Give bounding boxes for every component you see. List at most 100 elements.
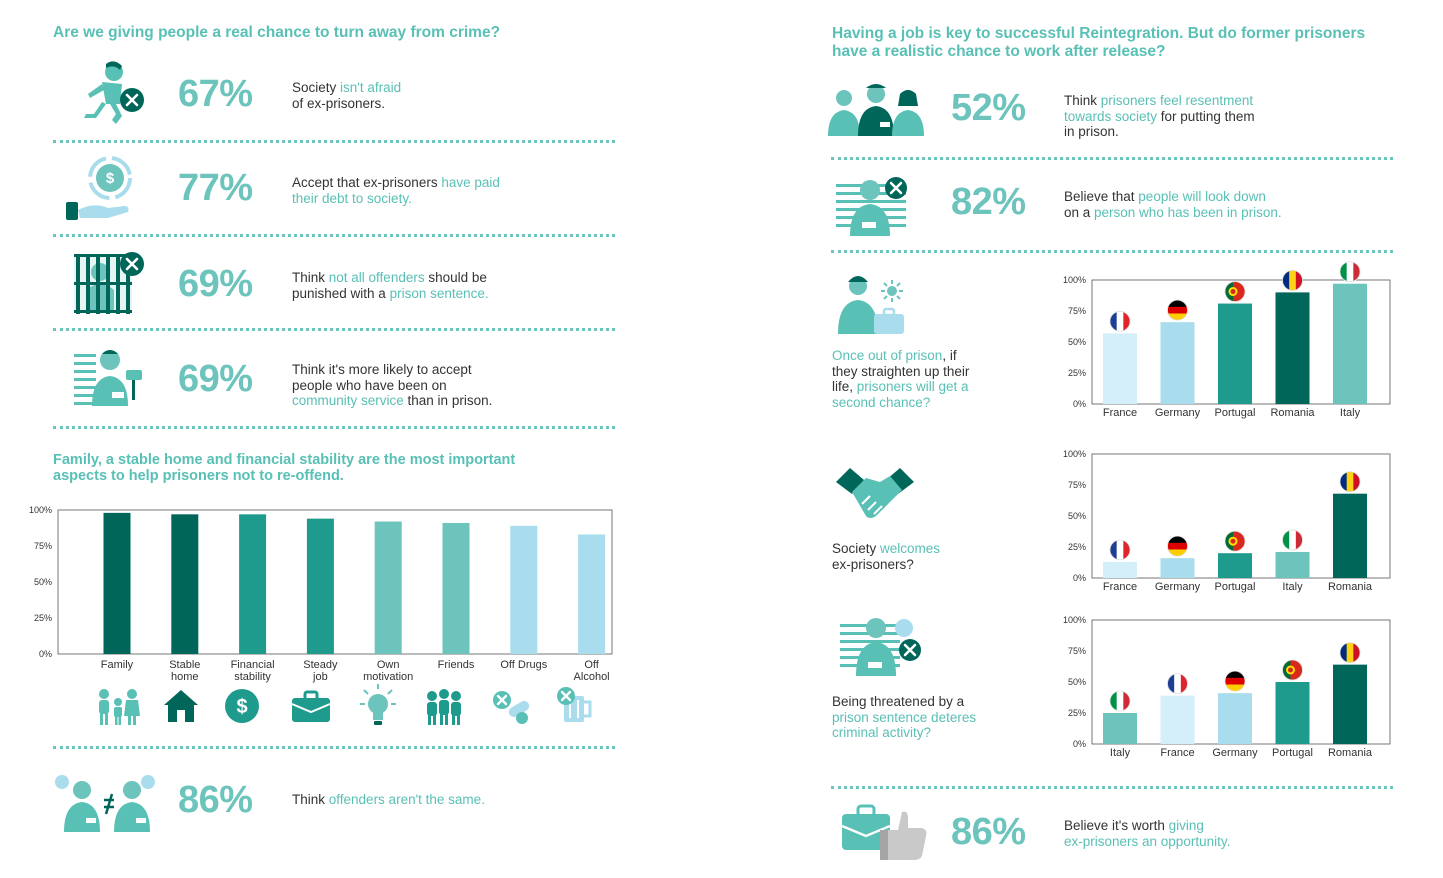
bar [1218,693,1252,744]
right-heading: Having a job is key to successful Reinte… [832,25,1366,60]
flag-germany-icon [1167,536,1188,557]
stat-text: Society isn't afraid of ex-prisoners. [292,80,592,111]
question-text: Once out of prison, if they straighten up… [832,348,1022,410]
deterrence-chart-svg: 0% 25% 50% 75% 100% Italy France Germany Portuga… [1063,615,1391,759]
y-tick-label: 100% [1063,615,1086,625]
bar [1160,558,1195,578]
category-label: Germany [1155,407,1201,419]
highlight-text: giving [1168,818,1204,833]
stat-text: Think offenders aren't the same. [292,792,592,808]
factors-heading: Family, a stable home and financial stab… [53,452,516,484]
factors-chart: 0% 25% 50% 75% 100% Family Stable home Financial… [29,498,620,688]
pills-crossed-icon [492,690,532,724]
stat-text: Think it's more likely to accept people w… [292,362,612,409]
lightbulb-icon [358,684,398,726]
category-label: Own motivation [363,659,413,683]
y-tick-label: 100% [1063,275,1086,285]
category-label: Romania [1270,407,1315,419]
highlight-text: prison sentence deteres [832,709,977,725]
bar [1218,303,1252,404]
stat-text: Accept that ex-prisoners have paid their … [292,175,592,206]
category-label: Family [101,659,134,671]
category-label: Portugal [1272,747,1313,759]
category-label: France [1103,407,1137,419]
highlight-text: have paid [441,175,500,190]
bar [103,512,131,654]
flag-italy-icon [1340,261,1360,282]
house-icon [164,690,198,722]
highlight-text: prisoners will get a [856,379,969,394]
plain-text: Think [1064,93,1101,108]
y-tick-label: 0% [1073,573,1086,583]
svg-text:$: $ [106,170,115,187]
category-label: Stable home [169,659,200,683]
plain-text: Accept that ex-prisoners [292,175,442,190]
category-label: Germany [1155,581,1201,593]
category-label: Off Drugs [500,659,547,671]
category-label: France [1103,581,1137,593]
plain-text: Being threatened by a [832,694,965,709]
highlight-text: Once out of prison [832,348,943,363]
briefcase-thumbs-up-icon [841,804,928,860]
flag-france-icon [1110,539,1130,560]
prisoner-threat-icon [840,614,926,678]
question-text: Being threatened by a prison sentence det… [832,694,1022,741]
factor-icons-row: $ [84,684,624,728]
plain-text: life, [832,379,857,394]
worker-briefcase-icon [836,270,910,334]
beer-crossed-icon [556,686,596,724]
stat-percent: 69% [178,263,253,305]
highlight-text: prison sentence. [389,285,489,301]
dotted-divider [53,328,615,331]
bar [1103,333,1137,404]
plain-text: ex-prisoners? [832,556,914,572]
highlight-text: people will look down [1138,189,1266,204]
question-text: Society welcomes ex-prisoners? [832,541,1022,572]
plain-text: Think [292,792,329,807]
flag-romania-icon [1340,471,1360,492]
y-tick-label: 0% [39,649,52,659]
category-label: Italy [1282,581,1303,593]
dollar-icon: $ [224,688,260,724]
stat-percent: 69% [178,358,253,400]
svg-text:$: $ [236,696,247,718]
plain-text: Society [832,541,881,556]
y-tick-label: 100% [29,505,52,515]
bar [306,518,334,654]
bar [239,514,267,654]
highlight-text: welcomes [880,541,941,556]
y-tick-label: 25% [1068,542,1086,552]
bar [578,534,606,654]
welcomes-chart-svg: 0% 25% 50% 75% 100% France Germany Portugal Ital… [1063,449,1391,593]
bar [1333,283,1367,404]
highlight-text: ex-prisoners an opportunity. [1064,833,1231,849]
category-label: Italy [1110,747,1131,759]
category-label: Friends [438,659,475,671]
y-tick-label: 75% [1068,646,1086,656]
plain-text: than in prison. [403,393,493,408]
prisoner-crossed-icon [836,176,912,236]
category-label: Italy [1340,407,1361,419]
dotted-divider [53,746,615,749]
plain-text: in prison. [1064,124,1119,139]
flag-portugal-icon [1225,281,1245,302]
y-tick-label: 25% [34,613,52,623]
y-tick-label: 50% [34,577,52,587]
bar [1275,682,1310,744]
category-label: Romania [1328,747,1373,759]
flag-portugal-icon [1282,660,1303,680]
flag-france-icon [1167,673,1188,694]
y-tick-label: 75% [1068,480,1086,490]
highlight-text: prisoners feel resentment [1100,93,1254,108]
stat-text: Think not all offenders should be punishe… [292,270,592,301]
bar [1103,561,1137,578]
plain-text: Believe that [1064,189,1139,204]
y-tick-label: 50% [1068,337,1086,347]
flag-portugal-icon [1225,531,1245,552]
plain-text: on a [1064,204,1095,220]
stat-percent: 52% [951,87,1026,129]
dotted-divider [53,234,615,237]
stat-percent: 86% [178,779,253,821]
flag-italy-icon [1282,529,1303,550]
category-label: Romania [1328,581,1373,593]
